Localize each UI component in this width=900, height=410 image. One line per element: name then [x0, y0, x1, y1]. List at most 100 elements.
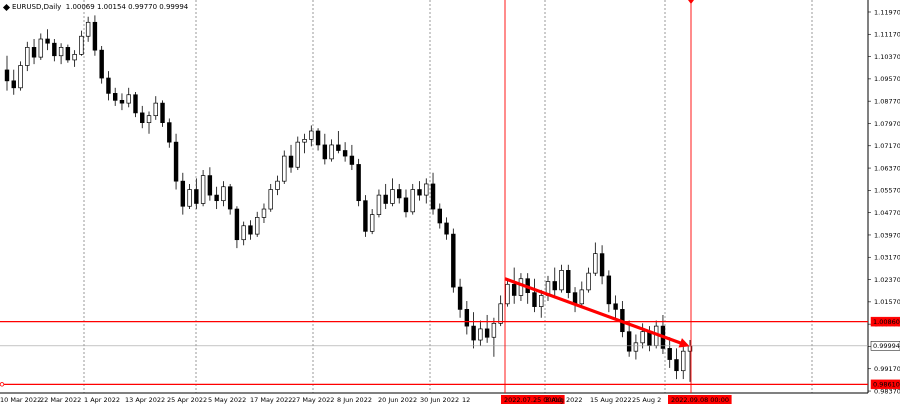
date-label: 27 May 2022 — [292, 396, 334, 404]
candle-bull — [38, 38, 44, 58]
price-tick-label: 0.98370 — [874, 387, 900, 395]
price-tick-label: 1.08770 — [874, 97, 900, 105]
date-label: 8 Jun 2022 — [337, 396, 372, 404]
symbol-header: EURUSD,Daily 1.00069 1.00154 0.99770 0.9… — [2, 3, 189, 11]
candle-bull — [254, 217, 260, 235]
date-label: 25 Apr 2022 — [167, 396, 207, 404]
price-tick-label: 1.05570 — [874, 187, 900, 195]
candle-bear — [322, 144, 328, 160]
candle-bear — [356, 164, 361, 202]
price-tick-label: 1.11170 — [874, 31, 900, 39]
candle-bull — [25, 47, 30, 66]
date-label: 13 Apr 2022 — [125, 396, 165, 404]
price-tick-label: 1.07970 — [874, 120, 900, 128]
candle-bear — [180, 180, 186, 207]
vertical-line-marker-icon — [688, 0, 694, 4]
candle-bear — [552, 281, 557, 291]
candle-bear — [4, 69, 10, 82]
candle-bear — [599, 253, 605, 277]
price-tick-label: 1.02370 — [874, 276, 900, 284]
symbol-name: EURUSD,Daily — [12, 3, 62, 11]
candle-bear — [606, 275, 612, 305]
candle-bull — [282, 155, 287, 182]
candle-bull — [187, 189, 192, 207]
candle-bear — [647, 331, 652, 346]
candle-bear — [92, 21, 98, 51]
candle-bull — [498, 303, 503, 324]
candle-bull — [579, 289, 585, 305]
candle-bear — [31, 47, 37, 58]
candle-bear — [342, 150, 348, 157]
candle-bull — [79, 35, 84, 55]
candle-bear — [207, 175, 213, 196]
trend-arrow-head-icon — [678, 338, 690, 348]
candle-bull — [559, 270, 564, 291]
candle-bear — [248, 225, 253, 235]
candle-bear — [315, 130, 321, 146]
candle-bull — [505, 283, 510, 305]
price-tag-label: 0.98610 — [873, 381, 900, 389]
candle-bull — [424, 183, 429, 196]
price-tag-label: 0.99994 — [873, 342, 900, 350]
date-label: 25 Aug 2 — [632, 396, 661, 404]
candle-bull — [681, 350, 686, 372]
ohlc-values: 1.00069 1.00154 0.99770 0.99994 — [65, 3, 189, 11]
price-tag — [870, 379, 900, 390]
candle-bear — [234, 208, 240, 241]
candle-bear — [119, 99, 125, 104]
candle-bear — [383, 194, 388, 204]
candle-bear — [511, 283, 517, 296]
line-anchor-handle[interactable] — [0, 382, 5, 387]
candle-bear — [403, 197, 409, 213]
price-tick-label: 1.09570 — [874, 75, 900, 83]
price-tag — [870, 341, 900, 351]
candle-bear — [65, 47, 71, 61]
candle-bear — [667, 348, 672, 360]
candle-bear — [566, 270, 571, 294]
candle-bear — [52, 42, 57, 57]
candle-bull — [329, 144, 334, 160]
candle-bull — [586, 272, 591, 291]
date-tag — [668, 395, 732, 404]
candle-bull — [295, 141, 300, 168]
candle-bull — [593, 253, 598, 274]
candle-bear — [288, 155, 294, 168]
date-label: 10 Mar 2022 — [0, 396, 41, 404]
candle-bear — [613, 303, 618, 310]
candle-bull — [58, 47, 64, 57]
candle-bull — [275, 180, 280, 190]
date-label: 5 May 2022 — [208, 396, 246, 404]
candle-bull — [302, 139, 307, 143]
candle-bull — [85, 21, 91, 37]
price-tick-label: 1.01570 — [874, 298, 900, 306]
candle-bull — [390, 189, 395, 204]
candle-bear — [349, 155, 355, 165]
candle-bull — [126, 94, 131, 104]
candle-bull — [200, 175, 206, 204]
trend-arrow-line[interactable] — [504, 277, 685, 346]
candle-bull — [221, 186, 226, 202]
candle-bear — [11, 80, 16, 89]
date-tag-label: 2022.07.25 00:00 — [504, 396, 562, 404]
candle-bear — [45, 38, 50, 44]
candle-bear — [112, 93, 118, 101]
price-tick-label: 1.07170 — [874, 142, 900, 150]
candle-bear — [336, 144, 341, 151]
price-tick-label: 0.99170 — [874, 365, 900, 373]
candle-bull — [491, 322, 497, 338]
price-tag-label: 1.00860 — [873, 318, 900, 326]
candle-bull — [72, 54, 77, 61]
candle-bear — [626, 331, 632, 352]
date-label: 15 Aug 2022 — [590, 396, 632, 404]
price-tick-label: 1.11970 — [874, 8, 900, 16]
price-tick-label: 1.10370 — [874, 53, 900, 61]
candle-bull — [18, 65, 23, 89]
candle-bear — [133, 94, 138, 114]
price-tag — [870, 316, 900, 327]
candle-bear — [437, 208, 443, 224]
candle-bull — [539, 295, 544, 307]
candle-bull — [376, 194, 382, 215]
date-label: 12 — [462, 396, 470, 404]
